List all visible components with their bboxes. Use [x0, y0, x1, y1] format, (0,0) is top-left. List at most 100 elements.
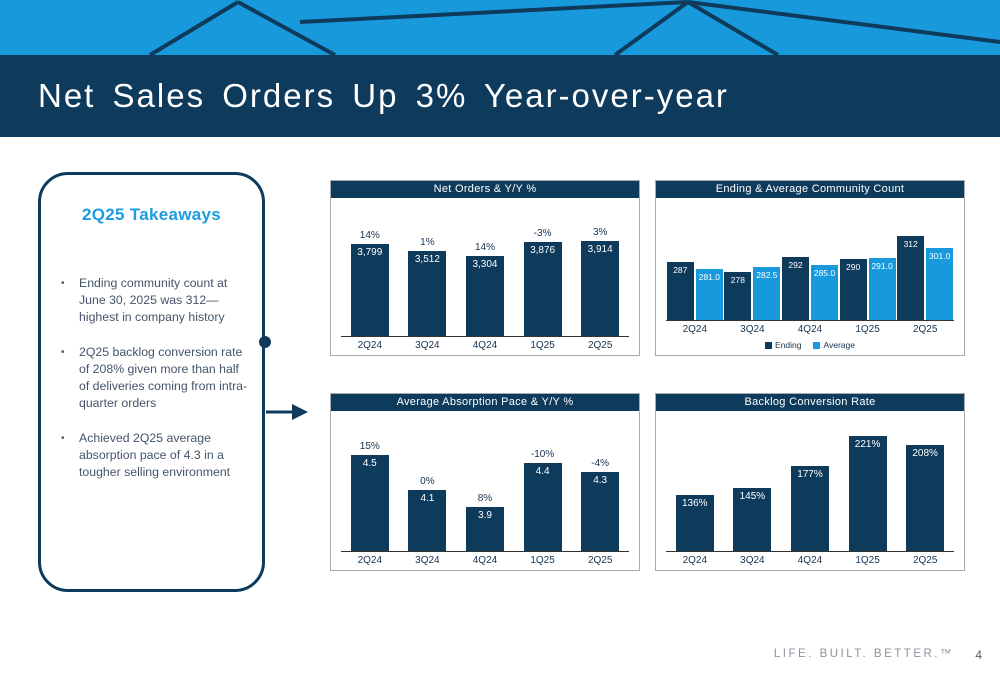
- bar: 3,876: [523, 242, 562, 336]
- bar: 278: [724, 272, 752, 320]
- top-accent-band: [0, 0, 1000, 55]
- bar-value-label: 3,512: [414, 253, 440, 265]
- list-item: • Ending community count at June 30, 202…: [61, 275, 248, 326]
- bar-value-label: 3,799: [357, 246, 383, 258]
- legend-swatch-icon: [813, 341, 821, 349]
- bar-wrap: 287: [666, 262, 694, 320]
- x-axis-label: 4Q24: [472, 340, 498, 351]
- x-axis-label: 4Q24: [797, 324, 823, 335]
- yoy-percent-label: -4%: [591, 458, 610, 469]
- bullet-icon: •: [61, 278, 65, 289]
- bar-value-label: 4.4: [535, 465, 550, 477]
- bar-group: 287 281.0: [666, 262, 724, 320]
- bar-value-label: 312: [903, 238, 918, 249]
- bar: 3,512: [408, 251, 447, 336]
- bar: 4.4: [523, 463, 562, 551]
- bar: 292: [781, 257, 809, 320]
- bar-group: -10% 4.4: [514, 449, 572, 551]
- x-axis-label: 1Q25: [530, 555, 555, 566]
- bar-value-label: 4.5: [362, 457, 377, 469]
- bar-wrap: 312: [897, 236, 925, 320]
- bar-value-label: 3.9: [478, 509, 492, 521]
- bar-group: 14% 3,304: [456, 242, 514, 336]
- list-item: • Achieved 2Q25 average absorption pace …: [61, 430, 248, 481]
- bar: 3.9: [465, 507, 504, 551]
- brand-tagline: LIFE. BUILT. BETTER.™: [773, 648, 954, 660]
- roofline-graphic: [148, 0, 1000, 55]
- bar: 287: [666, 262, 694, 320]
- bar: 282.5: [753, 267, 781, 320]
- bar-value-label: 3,914: [587, 243, 613, 255]
- bar-value-label: 145%: [739, 490, 766, 502]
- bar-wrap: 292: [781, 257, 809, 320]
- bar-group: 292 285.0: [781, 257, 839, 320]
- bar-value-label: 287: [673, 264, 688, 275]
- bar-wrap: 14% 3,799: [350, 230, 389, 336]
- bar-group: 177%: [781, 466, 839, 551]
- bar-value-label: 221%: [854, 438, 881, 450]
- bar-group: 312 301.0: [896, 236, 954, 320]
- bar: 177%: [790, 466, 829, 551]
- chart-plot: 287 281.0 278 282.5 292 285.0 290 291.0 312 301.0: [666, 198, 954, 321]
- bar: 4.5: [350, 455, 389, 551]
- chart-legend: Ending Average: [656, 339, 964, 355]
- bullet-text: Achieved 2Q25 average absorption pace of…: [79, 430, 231, 479]
- bar-group: 14% 3,799: [341, 230, 399, 336]
- takeaways-bullet-list: • Ending community count at June 30, 202…: [61, 275, 248, 481]
- bar-group: -3% 3,876: [514, 228, 572, 336]
- x-axis-label: 2Q25: [912, 324, 938, 335]
- yoy-percent-label: 1%: [420, 237, 435, 248]
- bar-value-label: 281.0: [698, 271, 720, 282]
- legend-item: Ending: [765, 340, 801, 350]
- bar-group: -4% 4.3: [571, 458, 629, 551]
- bar: 208%: [906, 445, 945, 551]
- bar-wrap: 14% 3,304: [465, 242, 504, 336]
- chart-title: Average Absorption Pace & Y/Y %: [331, 394, 639, 411]
- yoy-percent-label: 8%: [477, 493, 493, 504]
- bar-value-label: 136%: [682, 497, 708, 509]
- bar-wrap: 291.0: [868, 258, 896, 320]
- list-item: • 2Q25 backlog conversion rate of 208% g…: [61, 344, 248, 412]
- bar: 3,914: [581, 241, 620, 336]
- bar: 281.0: [695, 269, 723, 320]
- bullet-icon: •: [61, 346, 65, 358]
- bar-wrap: 208%: [906, 445, 945, 551]
- bar-group: 221%: [839, 436, 897, 551]
- bar-group: 1% 3,512: [399, 237, 457, 336]
- yoy-percent-label: 14%: [474, 242, 495, 253]
- bar-wrap: 301.0: [926, 248, 954, 320]
- x-axis-label: 2Q24: [357, 555, 383, 566]
- bar-group: 136%: [666, 495, 724, 551]
- x-axis-label: 2Q25: [912, 555, 938, 566]
- chart-plot: 136% 145% 177% 221% 208%: [666, 411, 954, 552]
- bar-group: 8% 3.9: [456, 493, 514, 551]
- bar-group: 3% 3,914: [571, 227, 629, 336]
- yoy-percent-label: -10%: [530, 449, 555, 460]
- chart-backlog-conversion: Backlog Conversion Rate 136% 145% 177% 221%…: [655, 393, 965, 571]
- bar-group: 145%: [724, 488, 782, 551]
- bar-value-label: 285.0: [813, 267, 836, 278]
- bar-wrap: 281.0: [695, 269, 723, 320]
- bar: 136%: [675, 495, 714, 551]
- yoy-percent-label: 3%: [592, 227, 608, 238]
- bar: 221%: [848, 436, 887, 551]
- bar-value-label: 282.5: [756, 269, 778, 280]
- yoy-percent-label: 14%: [359, 230, 380, 241]
- chart-x-axis: 2Q24 3Q24 4Q24 1Q25 2Q25: [666, 321, 954, 339]
- x-axis-label: 2Q25: [587, 555, 613, 566]
- yoy-percent-label: 15%: [359, 441, 380, 452]
- takeaways-title: 2Q25 Takeaways: [81, 205, 222, 224]
- bar-value-label: 177%: [797, 468, 823, 480]
- bar: 312: [897, 236, 925, 320]
- x-axis-label: 3Q24: [740, 555, 765, 566]
- chart-title: Backlog Conversion Rate: [656, 394, 964, 411]
- legend-swatch-icon: [765, 341, 772, 349]
- bar-value-label: 290: [845, 261, 861, 272]
- x-axis-label: 1Q25: [530, 340, 555, 351]
- bar-wrap: 0% 4.1: [408, 476, 447, 551]
- bar-wrap: 285.0: [810, 265, 838, 320]
- bullet-text: 2Q25 backlog conversion rate of 208% giv…: [79, 344, 248, 410]
- bar-wrap: 15% 4.5: [350, 441, 389, 551]
- chart-plot: 15% 4.5 0% 4.1 8% 3.9 -10% 4.4 -4% 4.3: [341, 411, 629, 552]
